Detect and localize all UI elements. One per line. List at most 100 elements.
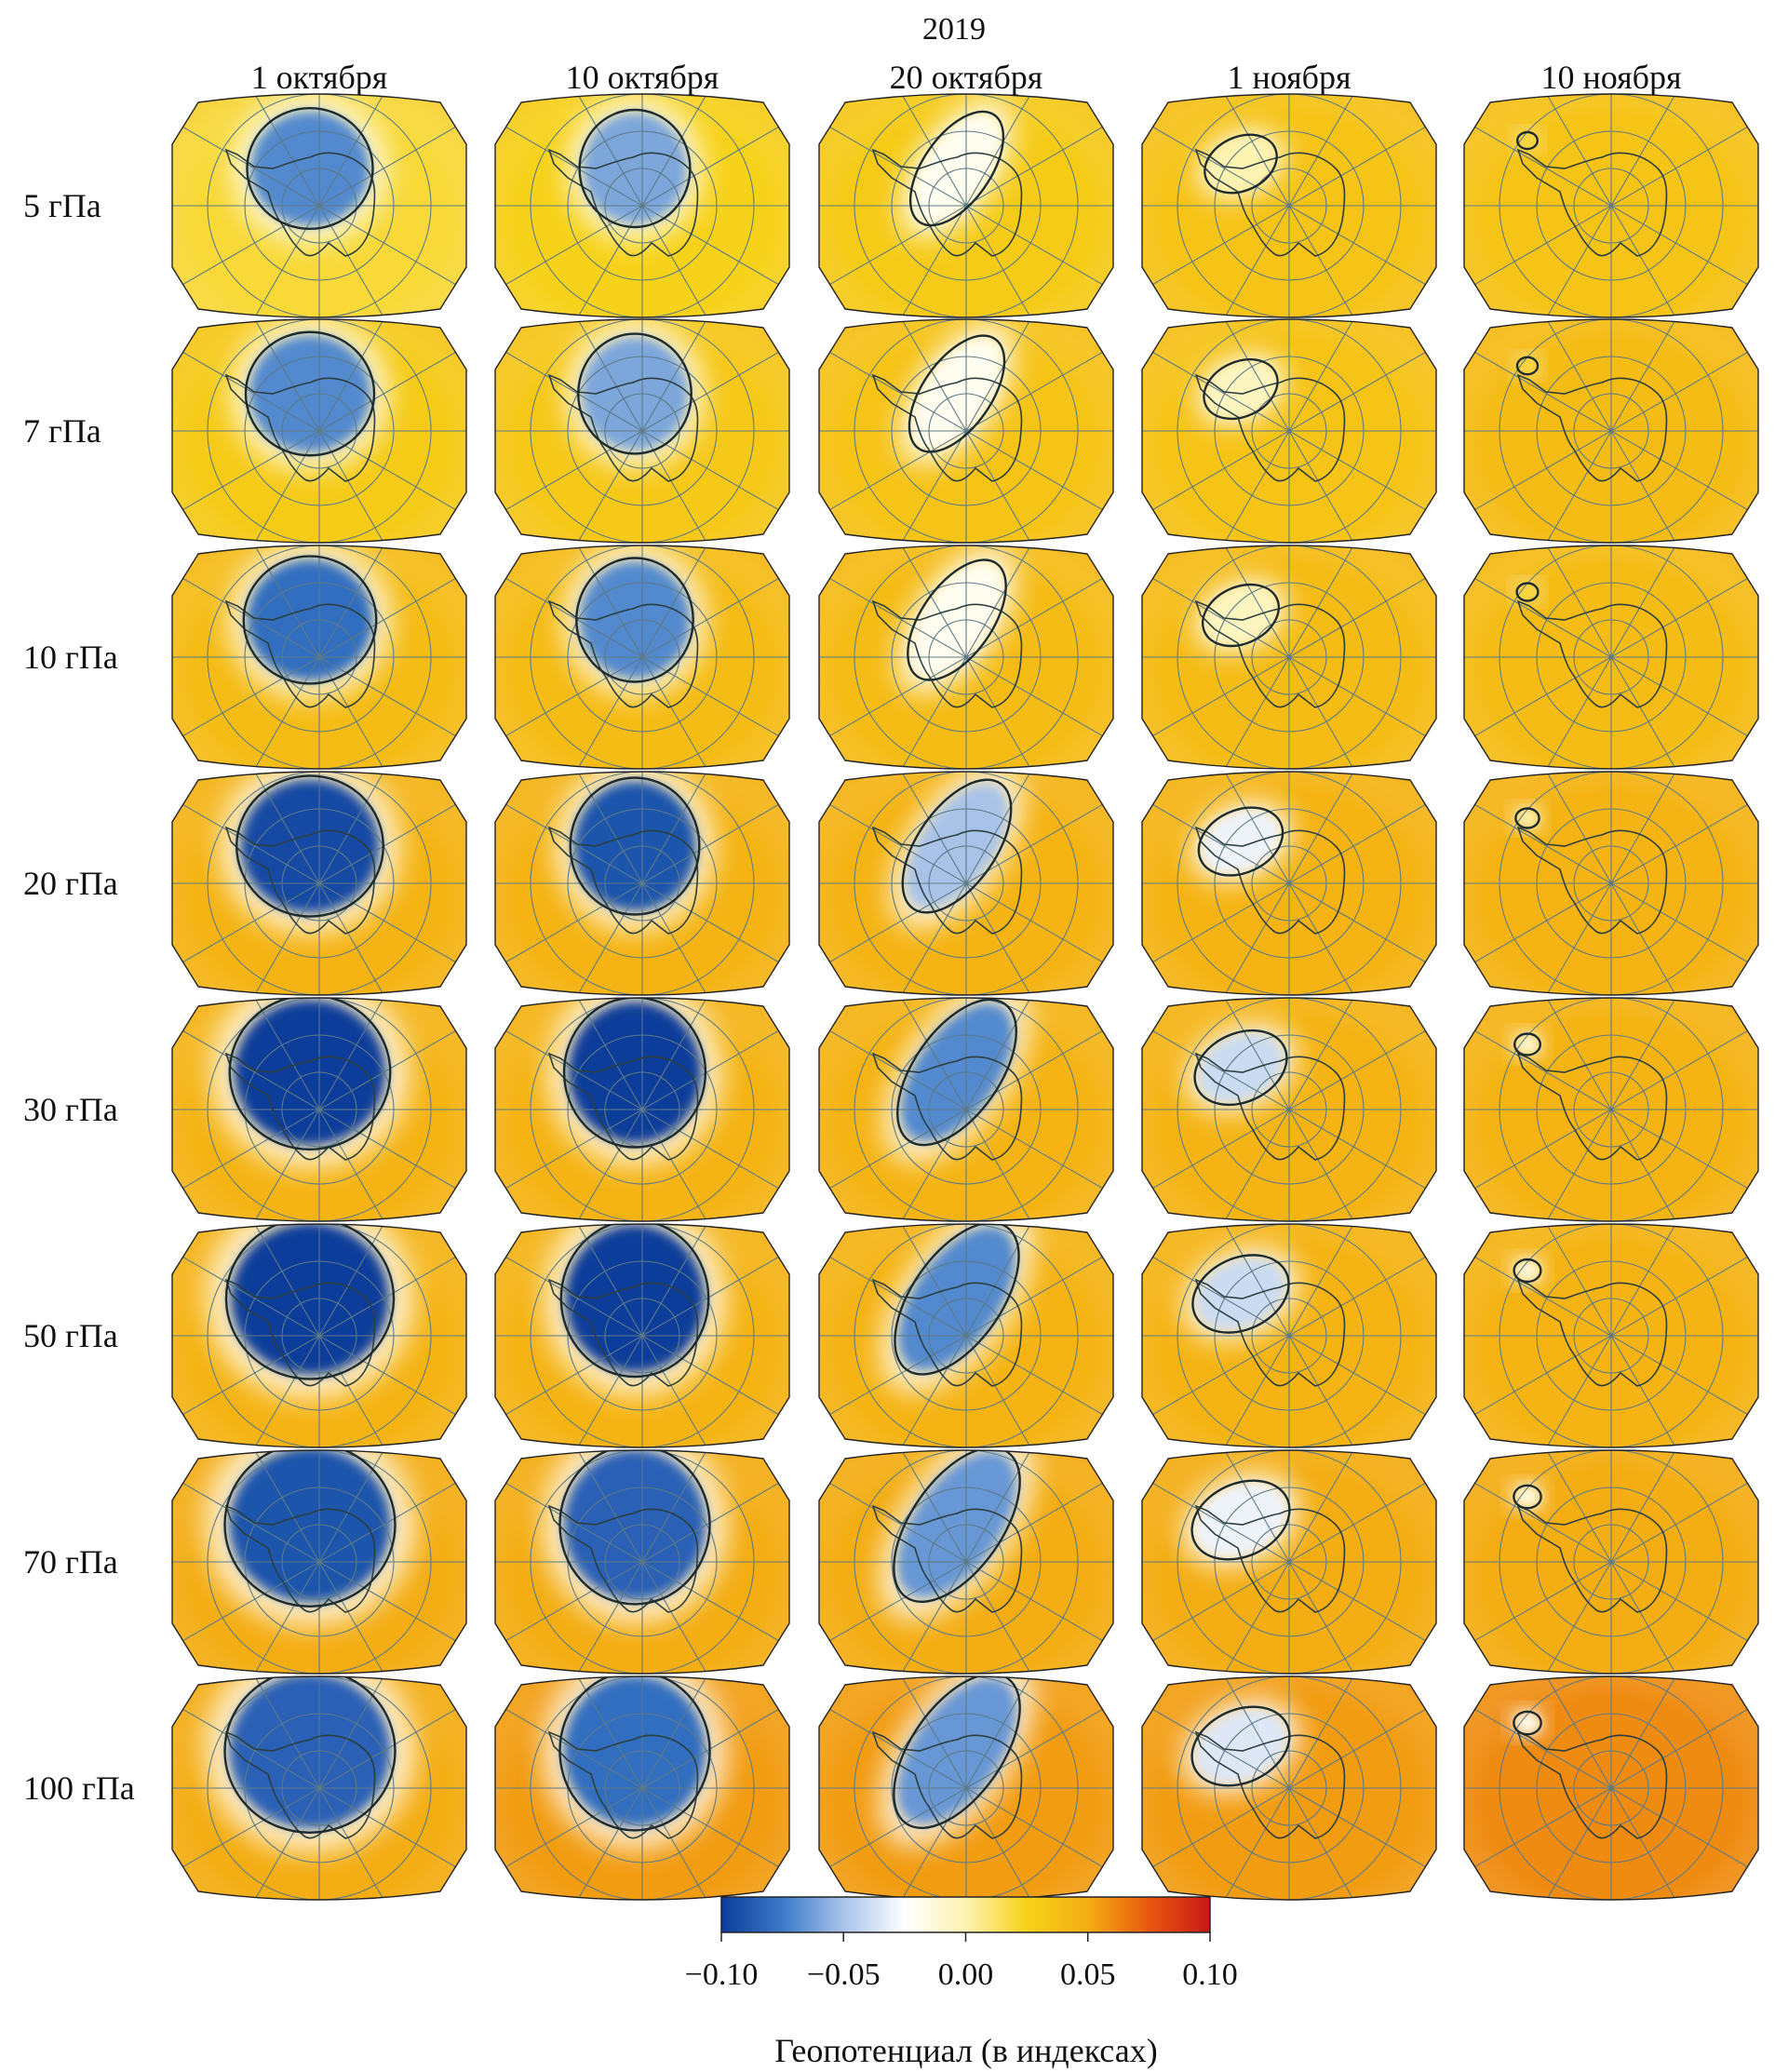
row-label: 30 гПа	[23, 1091, 118, 1128]
column-header: 10 октября	[566, 59, 719, 96]
antarctica-coastline	[547, 826, 699, 935]
antarctica-coastline	[1194, 148, 1346, 257]
panel-border	[494, 1449, 790, 1675]
antarctica-coastline	[224, 1052, 376, 1161]
panel-border	[1141, 771, 1437, 996]
map-panel	[171, 1449, 467, 1675]
map-panel	[171, 771, 467, 996]
colorbar-tick-label: 0.05	[1060, 1958, 1116, 1992]
panel-border	[1463, 997, 1759, 1222]
antarctica-coastline	[1194, 599, 1346, 708]
map-panel	[494, 93, 790, 318]
vortex-contour	[1191, 1254, 1290, 1334]
antarctica-coastline	[871, 1504, 1023, 1613]
map-panel	[818, 997, 1114, 1222]
map-panel	[494, 1449, 790, 1675]
vortex-contour	[1514, 807, 1540, 829]
vortex-contour	[908, 334, 1006, 453]
vortex-contour	[1197, 806, 1284, 877]
vortex-contour	[901, 778, 1013, 914]
panel-border	[1141, 1223, 1437, 1448]
vortex-core	[573, 781, 696, 911]
colorbar-tick-label: −0.05	[807, 1958, 881, 1992]
vortex-contour	[1513, 1032, 1541, 1056]
map-panel	[818, 545, 1114, 770]
panel-border	[171, 1449, 467, 1675]
map-panel	[1463, 1675, 1759, 1901]
vortex-core	[240, 779, 380, 913]
map-panel	[494, 771, 790, 996]
map-panel	[1141, 545, 1437, 770]
map-panel	[171, 93, 467, 318]
vortex-core	[1194, 1708, 1287, 1784]
vortex-contour	[908, 110, 1005, 227]
vortex-core	[249, 111, 370, 226]
map-panel	[1463, 1223, 1759, 1448]
panel-border	[1141, 1675, 1437, 1901]
vortex-contour	[1513, 1710, 1542, 1736]
panel-border	[1141, 1449, 1437, 1675]
map-panel	[171, 318, 467, 544]
map-panel	[1141, 1449, 1437, 1675]
map-panel	[171, 1223, 467, 1448]
vortex-contour	[893, 1676, 1021, 1830]
map-panel	[494, 997, 790, 1222]
map-panel	[1141, 93, 1437, 318]
vortex-core	[247, 559, 373, 680]
panel-border	[818, 545, 1114, 770]
vortex-contour	[1190, 1705, 1291, 1787]
vortex-contour	[578, 108, 692, 229]
vortex-core	[909, 562, 1004, 678]
antarctica-coastline	[547, 373, 699, 482]
antarctica-coastline	[1516, 1052, 1668, 1161]
vortex-contour	[228, 998, 392, 1150]
antarctica-coastline	[871, 599, 1023, 708]
vortex-core	[1517, 357, 1538, 374]
colorbar-bar	[720, 1896, 1211, 1933]
vortex-contour	[1515, 130, 1539, 151]
panel-border	[171, 1223, 467, 1448]
antarctica-coastline	[1516, 599, 1668, 708]
panel-border	[818, 771, 1114, 996]
antarctica-coastline	[1516, 148, 1668, 257]
antarctica-coastline	[224, 148, 376, 257]
column-header: 20 октября	[890, 59, 1043, 96]
vortex-contour	[235, 774, 384, 918]
map-panel	[494, 1675, 790, 1901]
antarctica-coastline	[1194, 1730, 1346, 1839]
map-panel	[171, 1675, 467, 1901]
colorbar-tick-label: 0.10	[1182, 1958, 1238, 1992]
vortex-contour	[1204, 133, 1278, 195]
vortex-core	[1514, 1712, 1540, 1734]
vortex-core	[1516, 809, 1539, 827]
vortex-core	[1514, 1034, 1540, 1055]
antarctica-coastline	[871, 1730, 1023, 1839]
vortex-contour	[1515, 356, 1540, 376]
panel-border	[818, 1223, 1114, 1448]
antarctica-coastline	[547, 1504, 699, 1613]
antarctica-coastline	[1194, 1504, 1346, 1613]
vortex-core	[1517, 132, 1538, 149]
panel-border	[171, 997, 467, 1222]
vortex-core	[1514, 1486, 1540, 1508]
panel-border	[171, 318, 467, 544]
panel-border	[171, 1675, 467, 1901]
map-panel	[1141, 1223, 1437, 1448]
antarctica-coastline	[1516, 373, 1668, 482]
vortex-contour	[558, 1676, 711, 1832]
panel-border	[494, 1223, 790, 1448]
antarctica-coastline	[871, 1052, 1023, 1161]
map-panel	[494, 318, 790, 544]
panel-border	[1141, 93, 1437, 318]
panel-border	[494, 93, 790, 318]
figure-title: 2019	[922, 12, 986, 47]
vortex-core	[1194, 1482, 1287, 1558]
vortex-core	[896, 1677, 1017, 1824]
map-panel	[818, 1449, 1114, 1675]
column-header: 1 октября	[251, 59, 388, 96]
row-label: 50 гПа	[23, 1317, 118, 1354]
panel-border	[171, 93, 467, 318]
panel-border	[1463, 771, 1759, 996]
map-panel	[1141, 771, 1437, 996]
panel-border	[1463, 545, 1759, 770]
